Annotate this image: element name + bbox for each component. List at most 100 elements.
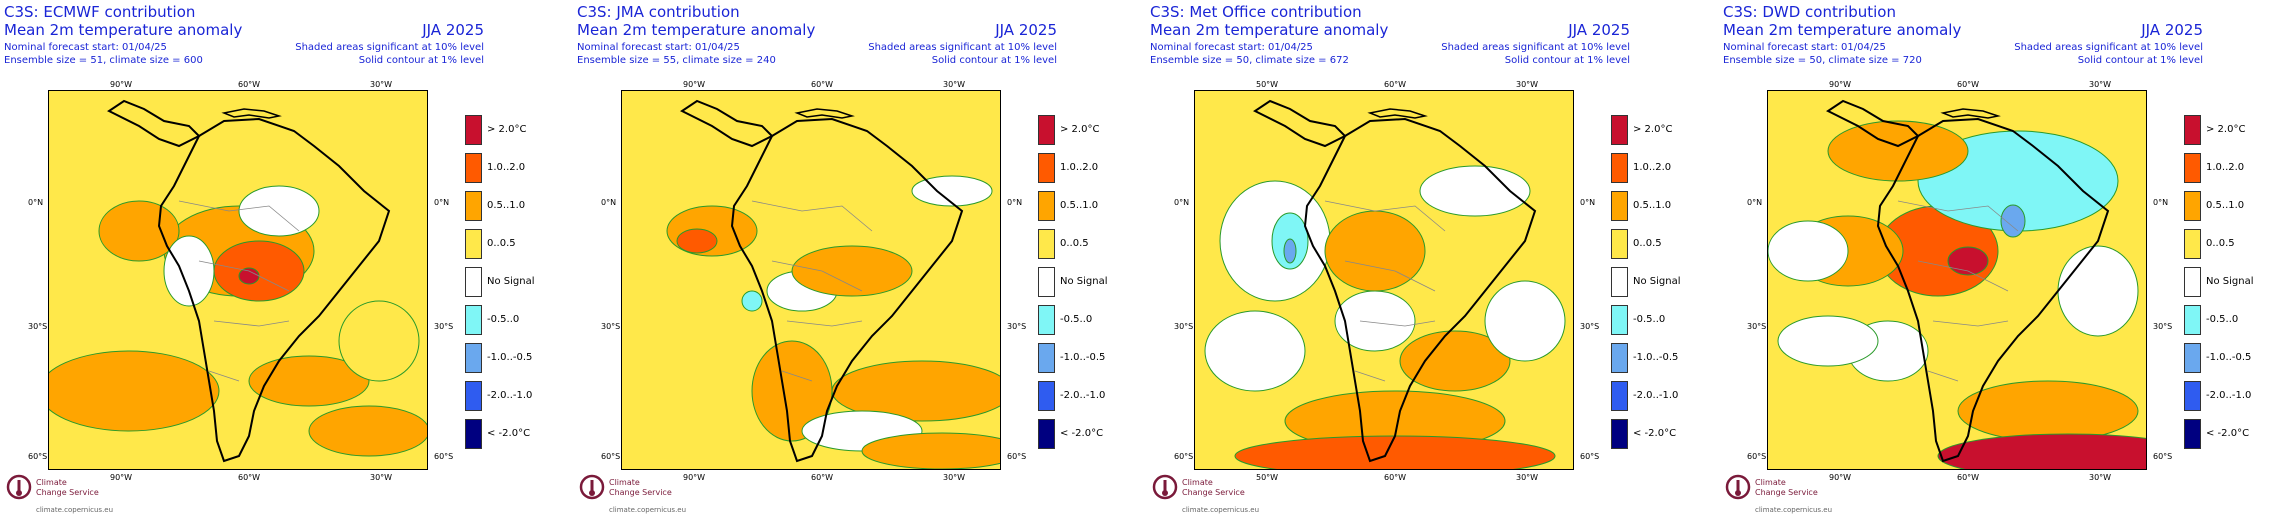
legend-swatch bbox=[1611, 153, 1628, 183]
country-border bbox=[771, 260, 863, 292]
south-america-coastline bbox=[1303, 117, 1537, 463]
longitude-label-top: 60°W bbox=[811, 80, 834, 89]
panel-title: C3S: Met Office contribution bbox=[1150, 3, 1362, 21]
anomaly-map-svg bbox=[49, 91, 427, 469]
latitude-label-right: 60°S bbox=[2153, 452, 2173, 461]
variable-title: Mean 2m temperature anomaly bbox=[1723, 21, 1962, 39]
legend-label: < -2.0°C bbox=[487, 428, 531, 439]
legend-item: 0.5..1.0 bbox=[465, 191, 545, 229]
latitude-label-right: 60°S bbox=[1580, 452, 1600, 461]
country-border bbox=[208, 370, 240, 382]
color-legend: > 2.0°C 1.0..2.0 0.5..1.0 0..0.5 No Signal -0… bbox=[1611, 115, 1691, 457]
anomaly-region bbox=[98, 200, 180, 262]
map-panel: C3S: Met Office contribution Mean 2m temp… bbox=[1146, 0, 1719, 520]
legend-label: 0..0.5 bbox=[1633, 238, 1662, 249]
logo-url: climate.copernicus.eu bbox=[36, 506, 114, 514]
longitude-label-top: 50°W bbox=[1256, 80, 1279, 89]
legend-label: 1.0..2.0 bbox=[1060, 162, 1099, 173]
legend-item: -2.0..-1.0 bbox=[2184, 381, 2264, 419]
anomaly-region bbox=[791, 245, 913, 297]
anomaly-region bbox=[676, 228, 718, 254]
logo-url: climate.copernicus.eu bbox=[609, 506, 687, 514]
legend-swatch bbox=[465, 305, 482, 335]
forecast-start: Nominal forecast start: 01/04/25 bbox=[1723, 42, 1886, 53]
legend-swatch bbox=[2184, 267, 2201, 297]
longitude-label-top: 60°W bbox=[1957, 80, 1980, 89]
legend-swatch bbox=[1038, 419, 1055, 449]
anomaly-region bbox=[2000, 204, 2026, 238]
legend-label: < -2.0°C bbox=[2206, 428, 2250, 439]
anomaly-map-svg bbox=[1195, 91, 1573, 469]
legend-swatch bbox=[1038, 305, 1055, 335]
legend-label: -0.5..0 bbox=[487, 314, 520, 325]
map-panel: C3S: DWD contribution Mean 2m temperature… bbox=[1719, 0, 2291, 520]
legend-item: > 2.0°C bbox=[465, 115, 545, 153]
latitude-label-left: 0°N bbox=[601, 198, 617, 207]
legend-swatch bbox=[1038, 381, 1055, 411]
anomaly-map bbox=[621, 90, 1001, 470]
panel-header: C3S: JMA contribution Mean 2m temperature… bbox=[577, 0, 1137, 80]
caribbean-islands bbox=[794, 108, 855, 119]
country-border bbox=[781, 370, 813, 382]
copernicus-logo: Climate Change Service climate.copernicus.… bbox=[1152, 470, 1352, 518]
anomaly-region bbox=[213, 240, 305, 302]
legend-item: 0..0.5 bbox=[2184, 229, 2264, 267]
central-america-coastline bbox=[680, 99, 774, 148]
significance-1: Solid contour at 1% level bbox=[358, 55, 484, 66]
legend-label: No Signal bbox=[487, 276, 535, 287]
legend-label: 0.5..1.0 bbox=[1633, 200, 1672, 211]
legend-item: 1.0..2.0 bbox=[465, 153, 545, 191]
country-border bbox=[1344, 260, 1436, 292]
legend-label: < -2.0°C bbox=[1633, 428, 1677, 439]
logo-line2: Change Service bbox=[1182, 488, 1245, 497]
legend-swatch bbox=[1611, 419, 1628, 449]
legend-label: 0.5..1.0 bbox=[2206, 200, 2245, 211]
legend-label: > 2.0°C bbox=[2206, 124, 2246, 135]
climate-service-logo-icon bbox=[579, 474, 605, 500]
copernicus-logo: Climate Change Service climate.copernicus.… bbox=[6, 470, 206, 518]
legend-item: -1.0..-0.5 bbox=[465, 343, 545, 381]
latitude-label-right: 0°N bbox=[2153, 198, 2169, 207]
longitude-label-bottom: 90°W bbox=[1829, 473, 1852, 482]
legend-swatch bbox=[2184, 191, 2201, 221]
anomaly-region bbox=[1777, 315, 1879, 367]
anomaly-region bbox=[1204, 310, 1306, 392]
anomaly-region bbox=[831, 360, 1000, 422]
anomaly-region bbox=[238, 185, 320, 237]
legend-item: -0.5..0 bbox=[2184, 305, 2264, 343]
latitude-label-left: 30°S bbox=[1747, 322, 1767, 331]
legend-swatch bbox=[2184, 419, 2201, 449]
legend-item: 0..0.5 bbox=[1038, 229, 1118, 267]
longitude-label-top: 90°W bbox=[683, 80, 706, 89]
longitude-label-bottom: 60°W bbox=[811, 473, 834, 482]
latitude-label-right: 60°S bbox=[1007, 452, 1027, 461]
copernicus-logo: Climate Change Service climate.copernicus.… bbox=[1725, 470, 1925, 518]
legend-label: -2.0..-1.0 bbox=[487, 390, 533, 401]
longitude-label-bottom: 60°W bbox=[1384, 473, 1407, 482]
panel-header: C3S: DWD contribution Mean 2m temperature… bbox=[1723, 0, 2283, 80]
legend-label: < -2.0°C bbox=[1060, 428, 1104, 439]
significance-10: Shaded areas significant at 10% level bbox=[295, 42, 484, 53]
legend-item: -2.0..-1.0 bbox=[1611, 381, 1691, 419]
legend-swatch bbox=[1611, 191, 1628, 221]
country-border bbox=[751, 200, 873, 232]
significance-10: Shaded areas significant at 10% level bbox=[1441, 42, 1630, 53]
anomaly-region bbox=[248, 355, 370, 407]
latitude-label-left: 0°N bbox=[1174, 198, 1190, 207]
logo-line2: Change Service bbox=[36, 488, 99, 497]
anomaly-map bbox=[1767, 90, 2147, 470]
country-border bbox=[786, 320, 863, 327]
legend-item: 0..0.5 bbox=[465, 229, 545, 267]
anomaly-region bbox=[1957, 380, 2139, 442]
caribbean-islands bbox=[1367, 108, 1428, 119]
legend-item: No Signal bbox=[1611, 267, 1691, 305]
legend-label: -1.0..-0.5 bbox=[1060, 352, 1106, 363]
variable-title: Mean 2m temperature anomaly bbox=[577, 21, 816, 39]
anomaly-region bbox=[338, 300, 420, 382]
panel-title: C3S: DWD contribution bbox=[1723, 3, 1896, 21]
climate-service-logo-icon bbox=[1152, 474, 1178, 500]
climate-service-logo-icon bbox=[6, 474, 32, 500]
legend-item: 0.5..1.0 bbox=[1038, 191, 1118, 229]
legend-swatch bbox=[2184, 381, 2201, 411]
south-america-coastline bbox=[1876, 117, 2110, 463]
